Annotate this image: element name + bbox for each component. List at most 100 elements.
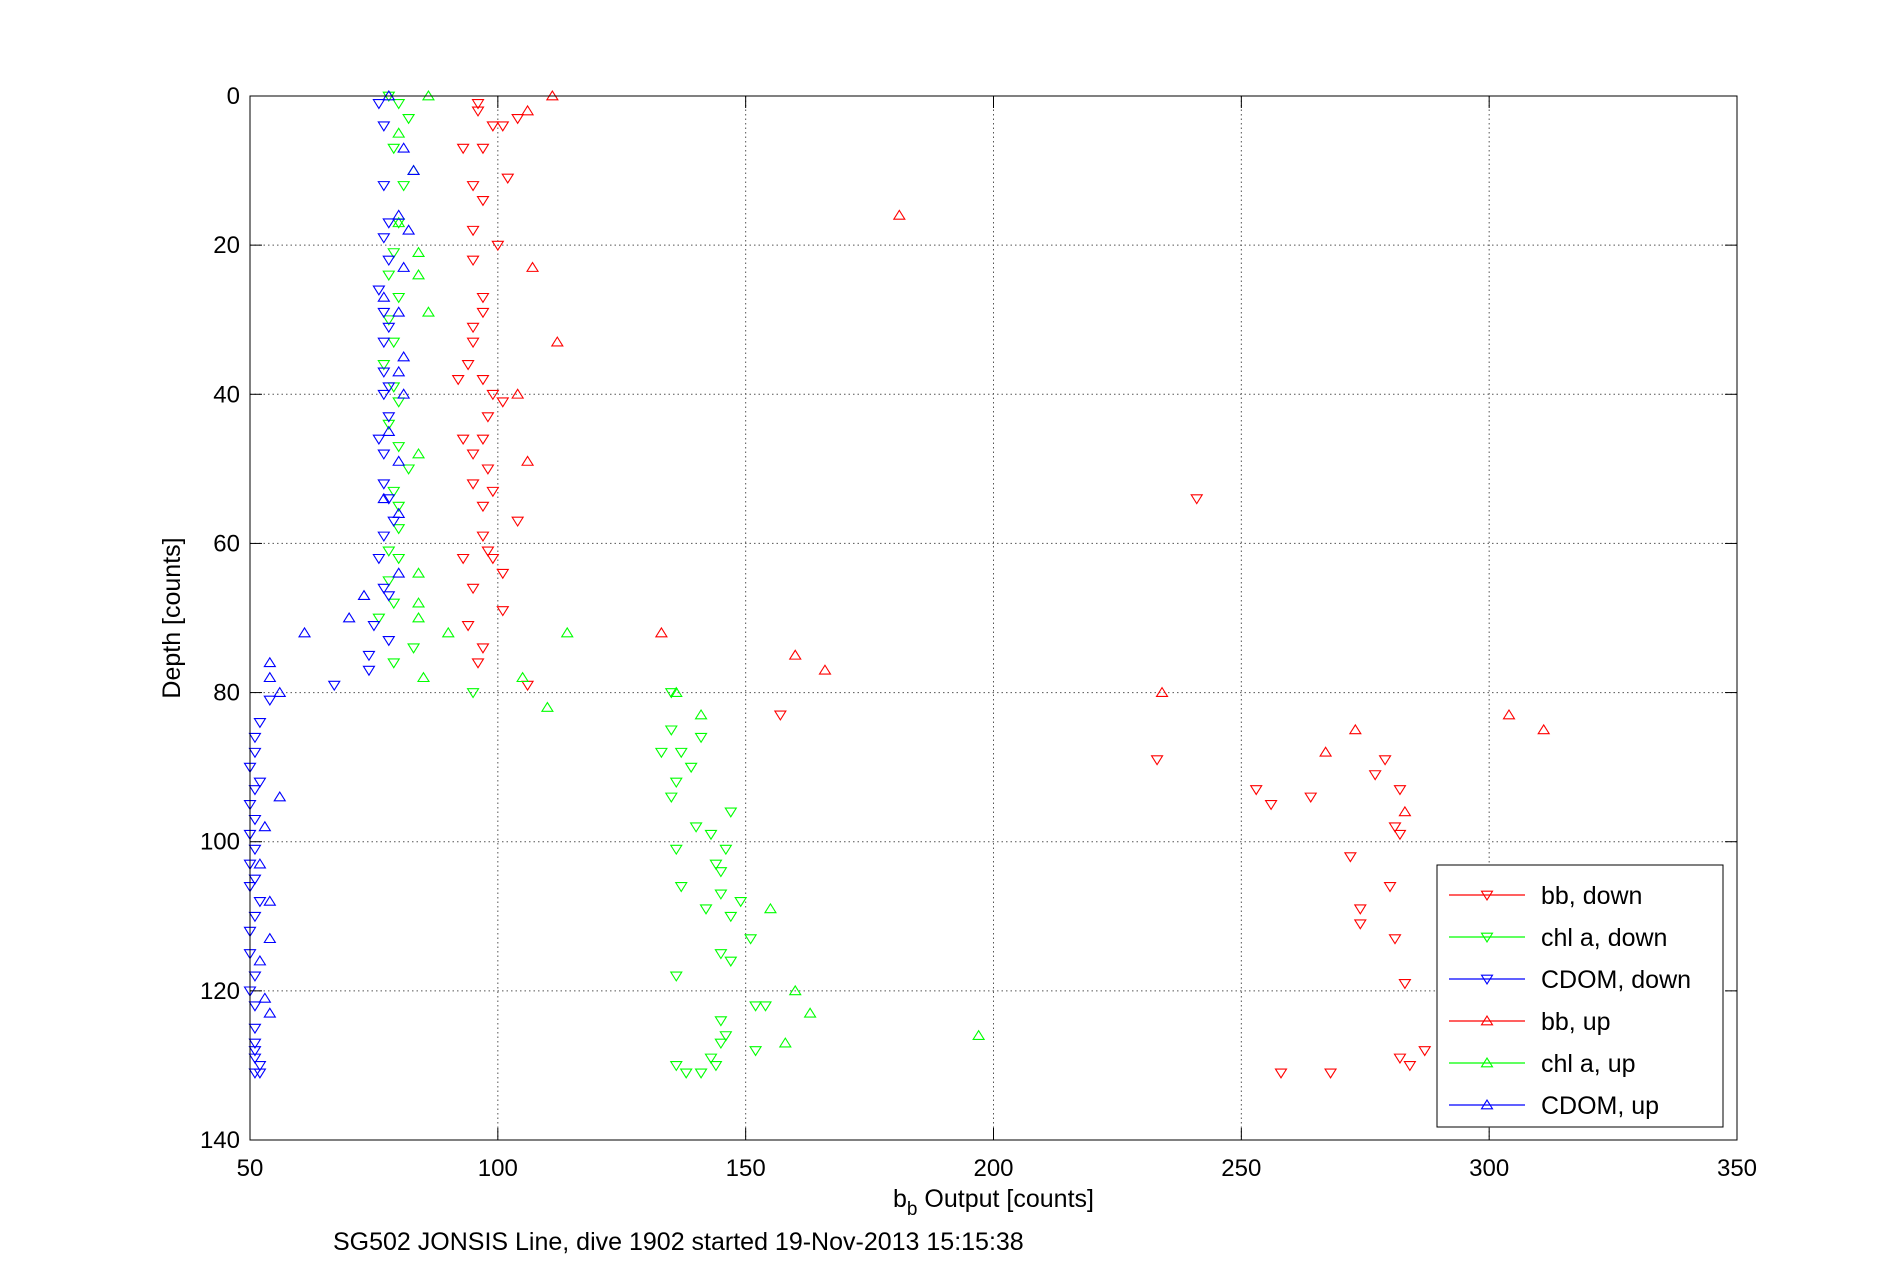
data-point <box>892 209 906 220</box>
data-point <box>387 658 401 669</box>
data-point <box>1324 1068 1338 1079</box>
data-point <box>709 1061 723 1072</box>
data-point <box>476 434 490 446</box>
data-point <box>511 516 525 528</box>
data-point <box>466 583 480 595</box>
x-axis-label-rest: Output [counts] <box>917 1185 1094 1213</box>
data-point <box>248 1001 262 1012</box>
data-point <box>382 546 396 557</box>
data-point <box>382 591 396 602</box>
data-point <box>377 449 391 460</box>
legend-label: chl a, down <box>1541 924 1667 952</box>
data-point <box>704 1053 718 1064</box>
y-tick-label: 20 <box>213 232 240 259</box>
data-point <box>560 626 574 638</box>
data-point <box>694 1068 708 1079</box>
data-point <box>253 896 267 908</box>
data-point <box>248 1038 262 1050</box>
y-tick-label: 80 <box>213 680 240 707</box>
data-points <box>243 90 1551 1079</box>
data-point <box>377 337 391 349</box>
data-point <box>511 388 525 399</box>
data-point <box>724 807 738 818</box>
data-point <box>684 762 698 774</box>
data-point <box>298 626 312 638</box>
data-point <box>392 216 406 228</box>
data-point <box>1393 1053 1407 1064</box>
data-point <box>476 292 490 304</box>
data-point <box>481 464 495 475</box>
data-point <box>382 425 396 436</box>
data-point <box>392 455 406 466</box>
data-point <box>481 412 495 423</box>
data-point <box>694 708 708 720</box>
data-point <box>377 360 391 371</box>
data-point <box>709 859 723 871</box>
series-group <box>511 90 1551 817</box>
data-point <box>387 248 401 259</box>
data-point <box>461 621 475 632</box>
data-point <box>1393 829 1407 841</box>
data-point <box>466 255 480 267</box>
data-point <box>382 382 396 393</box>
data-point <box>1502 708 1516 720</box>
data-point <box>263 1007 277 1018</box>
data-point <box>392 567 406 578</box>
data-point <box>1190 494 1204 505</box>
legend-label: CDOM, down <box>1541 966 1691 994</box>
data-point <box>1368 770 1382 781</box>
data-point <box>273 686 287 697</box>
data-point <box>749 1001 763 1012</box>
data-point <box>412 268 426 280</box>
data-point <box>669 686 683 697</box>
data-point <box>392 442 406 453</box>
data-point <box>476 143 490 155</box>
data-point <box>664 688 678 699</box>
data-point <box>387 337 401 349</box>
data-point <box>471 106 485 117</box>
data-point <box>654 626 668 638</box>
data-point <box>397 261 411 272</box>
data-point <box>714 1016 728 1027</box>
data-point <box>382 218 396 229</box>
legend-marker <box>1480 1057 1494 1068</box>
data-point <box>248 747 262 759</box>
data-point <box>392 127 406 138</box>
data-point <box>382 270 396 281</box>
data-point <box>724 956 738 968</box>
data-point <box>248 971 262 982</box>
data-point <box>382 419 396 431</box>
data-point <box>803 1007 817 1018</box>
legend-marker <box>1480 932 1494 943</box>
data-point <box>377 121 391 132</box>
data-point <box>382 412 396 423</box>
data-point <box>248 732 262 744</box>
data-point <box>466 322 480 334</box>
y-tick-label: 100 <box>200 829 240 856</box>
data-point <box>412 612 426 623</box>
data-point <box>253 717 267 729</box>
data-point <box>471 658 485 669</box>
data-point <box>1274 1068 1288 1079</box>
legend-label: bb, up <box>1541 1008 1611 1036</box>
data-point <box>342 612 356 623</box>
data-point <box>1304 792 1318 803</box>
data-point <box>392 524 406 535</box>
data-point <box>486 553 500 565</box>
data-point <box>441 626 455 638</box>
data-point <box>402 113 416 125</box>
y-tick-label: 120 <box>200 978 240 1005</box>
data-point <box>372 613 386 624</box>
data-point <box>734 896 748 908</box>
data-point <box>521 104 535 116</box>
data-point <box>540 701 554 712</box>
data-point <box>258 820 272 832</box>
data-point <box>714 867 728 878</box>
legend-marker <box>1480 1015 1494 1026</box>
data-point <box>421 90 435 101</box>
legend: bb, down chl a, down CDOM, down bb, up chl a… <box>1436 864 1724 1128</box>
y-tick-label: 0 <box>227 83 240 110</box>
data-point <box>416 671 430 683</box>
data-point <box>466 479 480 490</box>
